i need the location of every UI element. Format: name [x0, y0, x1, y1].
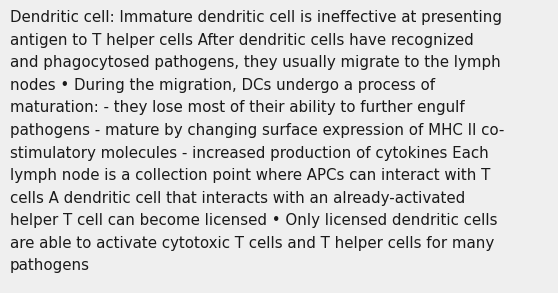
Text: and phagocytosed pathogens, they usually migrate to the lymph: and phagocytosed pathogens, they usually… — [10, 55, 501, 70]
Text: pathogens - mature by changing surface expression of MHC II co-: pathogens - mature by changing surface e… — [10, 123, 504, 138]
Text: pathogens: pathogens — [10, 258, 90, 273]
Text: stimulatory molecules - increased production of cytokines Each: stimulatory molecules - increased produc… — [10, 146, 489, 161]
Text: cells A dendritic cell that interacts with an already-activated: cells A dendritic cell that interacts wi… — [10, 191, 465, 206]
Text: helper T cell can become licensed • Only licensed dendritic cells: helper T cell can become licensed • Only… — [10, 213, 498, 228]
Text: Dendritic cell: Immature dendritic cell is ineffective at presenting: Dendritic cell: Immature dendritic cell … — [10, 10, 502, 25]
Text: are able to activate cytotoxic T cells and T helper cells for many: are able to activate cytotoxic T cells a… — [10, 236, 494, 251]
Text: lymph node is a collection point where APCs can interact with T: lymph node is a collection point where A… — [10, 168, 490, 183]
Text: maturation: - they lose most of their ability to further engulf: maturation: - they lose most of their ab… — [10, 100, 465, 115]
Text: antigen to T helper cells After dendritic cells have recognized: antigen to T helper cells After dendriti… — [10, 33, 474, 48]
Text: nodes • During the migration, DCs undergo a process of: nodes • During the migration, DCs underg… — [10, 78, 435, 93]
